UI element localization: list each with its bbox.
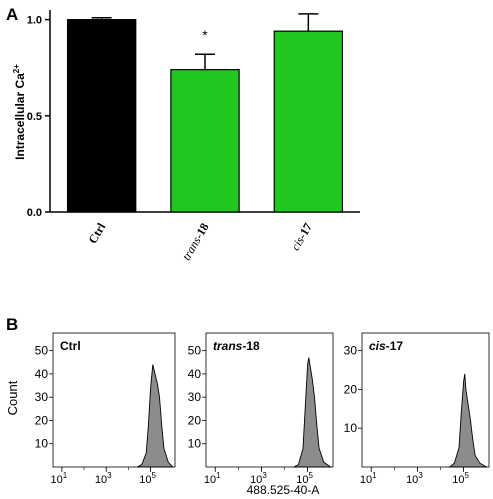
panel-a-bar-2 bbox=[273, 30, 344, 213]
panel-a-y-tick-label-2: 1.0 bbox=[27, 15, 42, 27]
panel-b-distribution-1 bbox=[293, 357, 333, 468]
panel-b-2-y-tick-label-1: 20 bbox=[344, 382, 358, 396]
panel-b-2-x-tick-label-1: 103 bbox=[406, 471, 423, 486]
panel-b-title-2: cis-17 bbox=[369, 339, 403, 353]
panel-b-distribution-0 bbox=[137, 364, 174, 468]
panel-b-0-y-tick-label-3: 40 bbox=[35, 367, 49, 381]
panel-b-title-0: Ctrl bbox=[60, 339, 81, 353]
panel-b-title-1: trans-18 bbox=[213, 339, 260, 353]
panel-b-x-axis-title: 488.525-40-A bbox=[247, 483, 320, 497]
panel-b-0-y-tick-label-2: 30 bbox=[35, 390, 49, 404]
panel-a-x-tick-label-0: Ctrl bbox=[85, 220, 108, 246]
panel-a-y-tick-label-1: 0.5 bbox=[27, 111, 42, 123]
panel-b-distribution-2 bbox=[448, 373, 489, 468]
panel-b-frame-1 bbox=[205, 332, 334, 468]
panel-b-frame-0 bbox=[52, 332, 176, 468]
panel-b-histogram-2: cis-17 10 20 30 101 103 105 bbox=[344, 332, 490, 486]
panel-b-1-y-tick-label-2: 30 bbox=[188, 390, 202, 404]
panel-a-significance-1: * bbox=[202, 27, 208, 43]
panel-b-0-y-tick-label-4: 50 bbox=[35, 344, 49, 358]
panel-b-1-y-tick-label-4: 50 bbox=[188, 344, 202, 358]
panel-b-frame-2 bbox=[361, 332, 490, 468]
panel-b-0-y-tick-label-0: 10 bbox=[35, 437, 49, 451]
panel-a-y-axis-title: Intracellular Ca2+ bbox=[12, 64, 27, 160]
panel-b-0-x-tick-label-2: 105 bbox=[139, 471, 156, 486]
panel-b-y-axis-title: Count bbox=[5, 380, 20, 415]
panel-b-1-y-tick-label-1: 20 bbox=[188, 413, 202, 427]
panel-a-y-tick-label-0: 0.0 bbox=[27, 207, 42, 219]
panel-b-2-x-tick-label-0: 101 bbox=[360, 471, 377, 486]
panel-b-2-y-tick-label-2: 30 bbox=[344, 344, 358, 358]
panel-a-x-tick-label-1: trans-18 bbox=[179, 221, 211, 263]
panel-a-bar-0 bbox=[66, 19, 137, 213]
panel-b-1-x-tick-label-0: 101 bbox=[204, 471, 221, 486]
panel-b-histogram-0: Ctrl 10 20 30 40 50 101 103 105 bbox=[35, 332, 176, 486]
panel-b-0-y-tick-label-1: 20 bbox=[35, 413, 49, 427]
panel-b-2-x-tick-label-2: 105 bbox=[452, 471, 469, 486]
panel-b-1-y-tick-label-3: 40 bbox=[188, 367, 202, 381]
panel-b-2-y-tick-label-0: 10 bbox=[344, 421, 358, 435]
panel-b-0-x-tick-label-0: 101 bbox=[51, 471, 68, 486]
panel-b-0-x-tick-label-1: 103 bbox=[95, 471, 112, 486]
panel-b-label: B bbox=[6, 315, 18, 334]
panel-a-label: A bbox=[6, 5, 18, 24]
panel-a-bar-1 bbox=[170, 69, 240, 213]
panel-b-1-y-tick-label-0: 10 bbox=[188, 437, 202, 451]
panel-a-x-tick-label-2: cis-17 bbox=[288, 221, 315, 253]
